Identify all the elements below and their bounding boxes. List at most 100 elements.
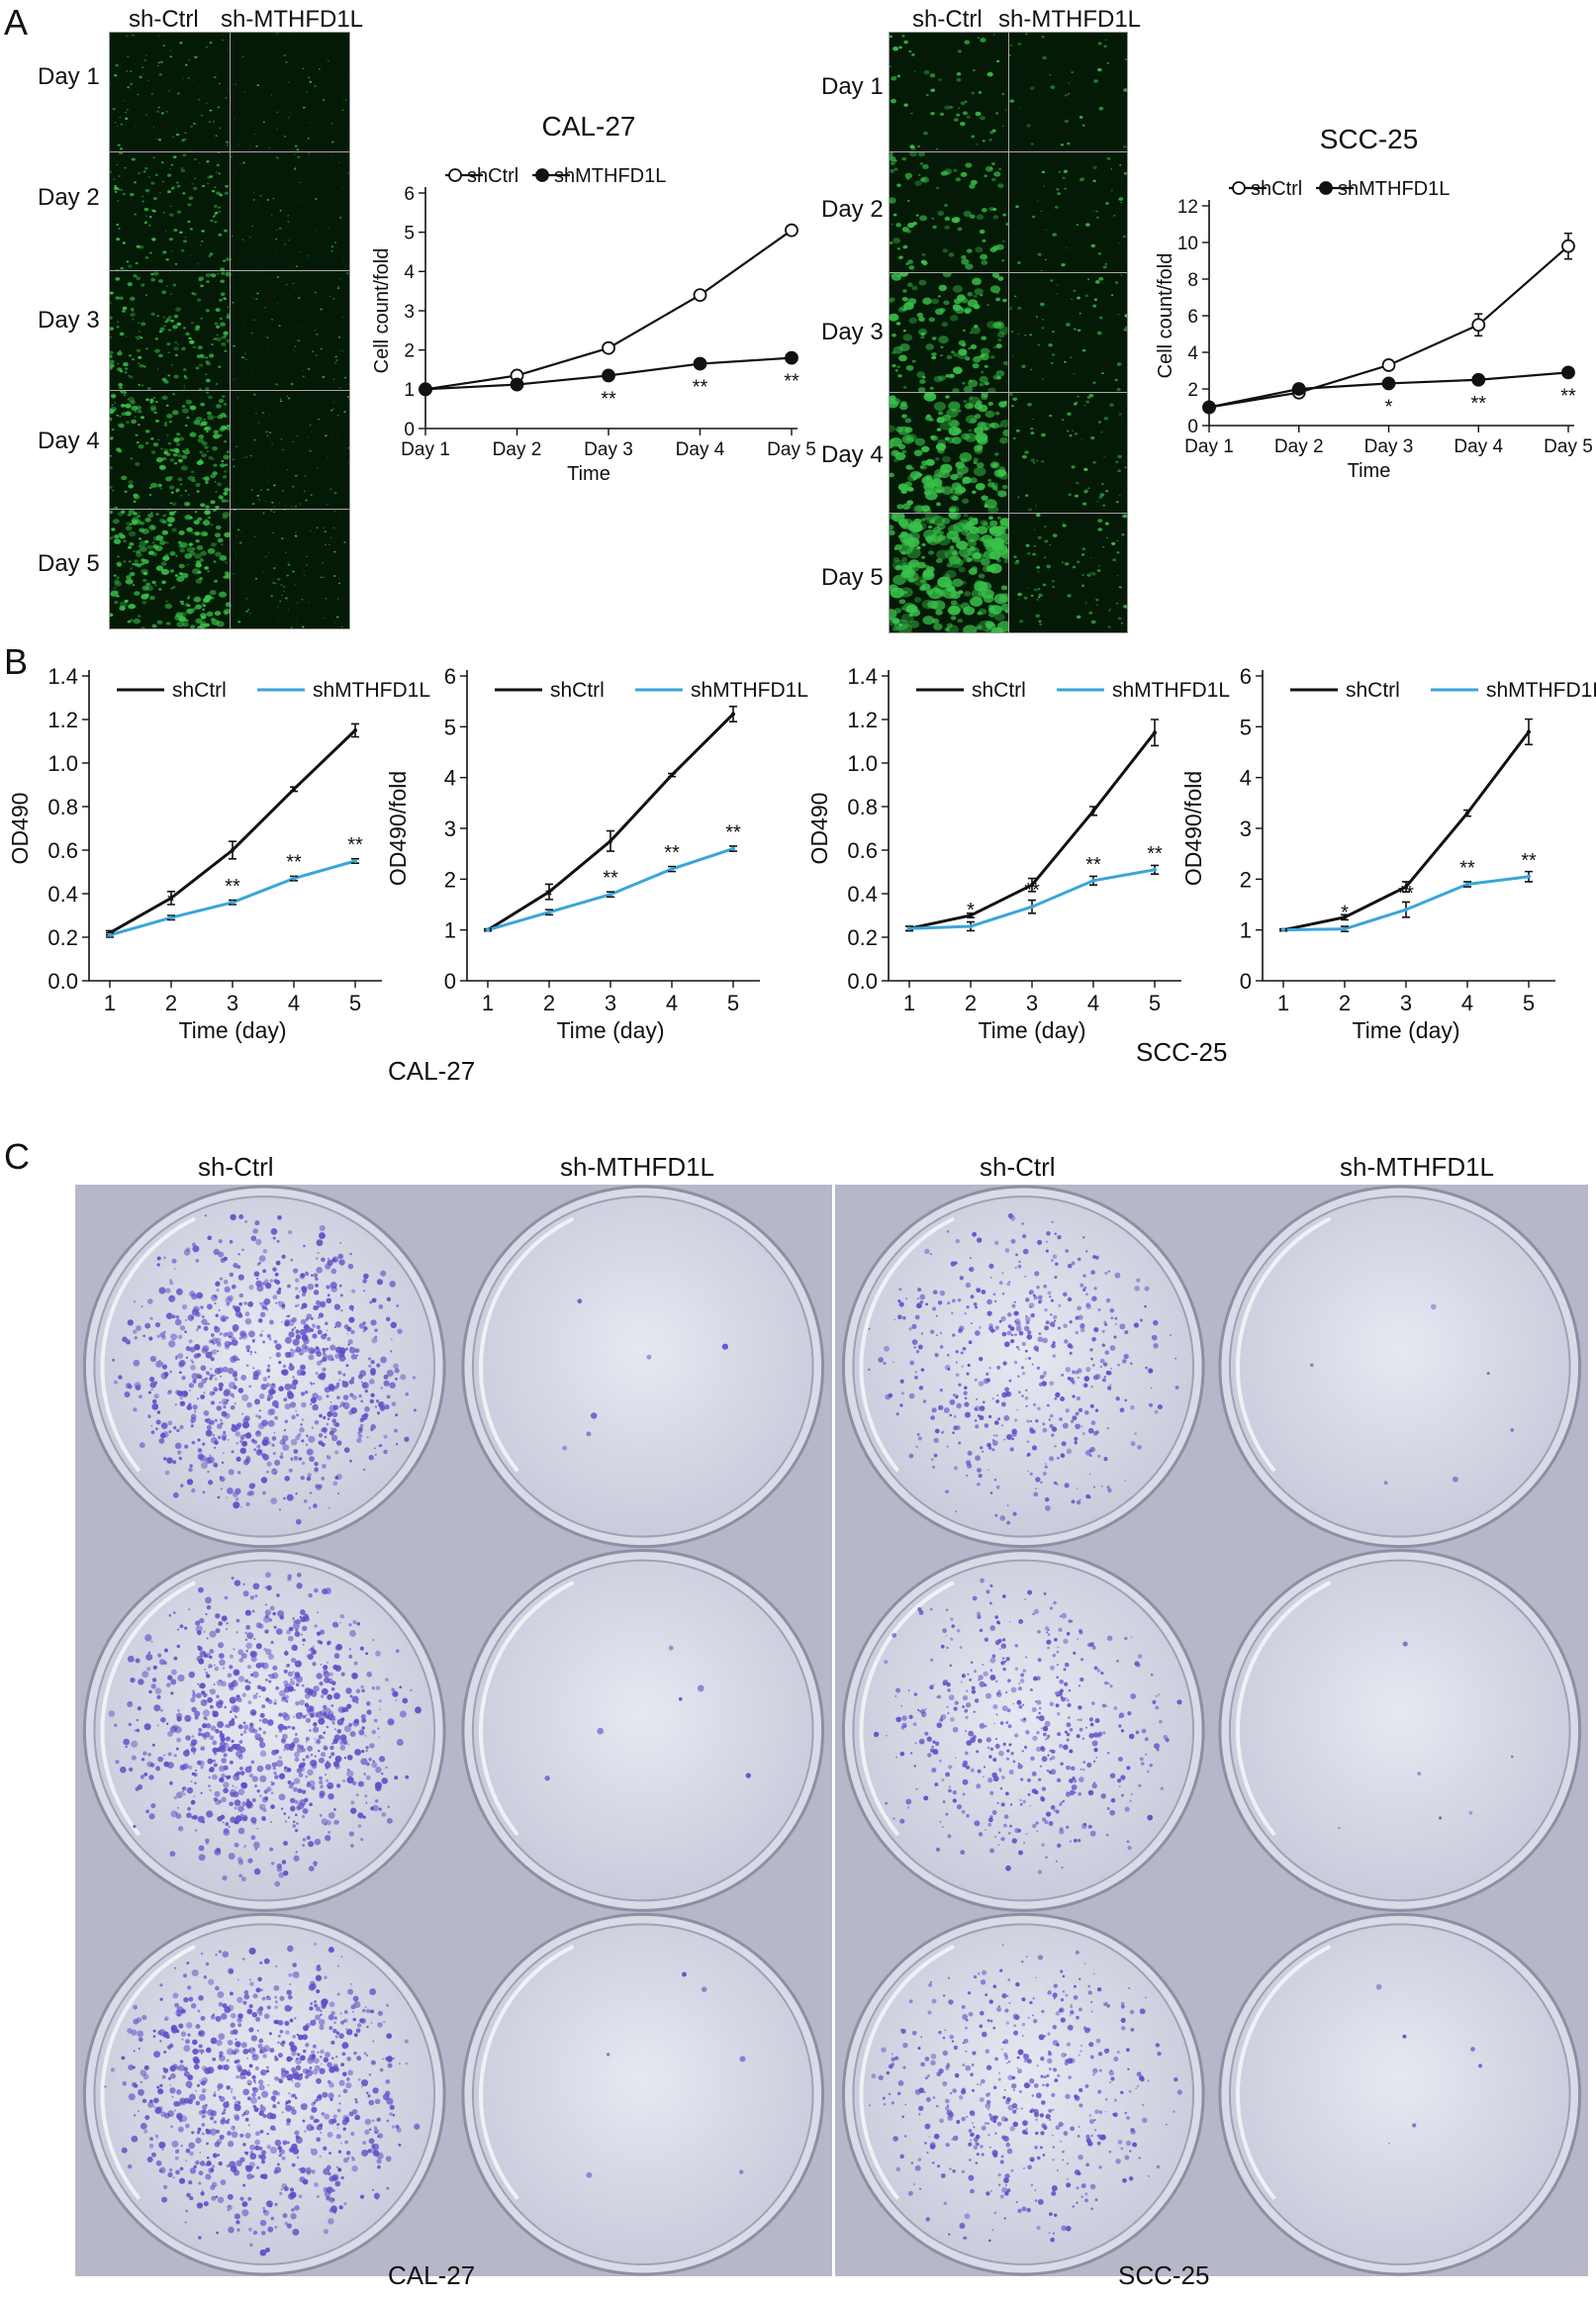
chart-title: CAL-27 — [542, 111, 636, 142]
cal27-colony-plate-photo — [75, 1185, 832, 2276]
data-point — [353, 728, 357, 732]
data-point — [670, 867, 674, 871]
micrograph-cell — [890, 152, 1008, 271]
x-tick-label: Day 4 — [676, 439, 725, 460]
data-point — [169, 896, 173, 900]
y-tick-label: 3 — [444, 816, 456, 841]
legend-label: shMTHFD1L — [313, 679, 430, 702]
error-bar — [1564, 234, 1572, 259]
y-tick-label: 10 — [1177, 234, 1198, 254]
data-point — [292, 877, 296, 881]
significance-mark: * — [967, 900, 975, 921]
legend-label: shCtrl — [1251, 178, 1302, 200]
x-tick-label: Day 1 — [1184, 436, 1234, 457]
error-bar — [167, 892, 175, 905]
error-bar — [1341, 926, 1349, 931]
x-tick-label: 4 — [288, 991, 300, 1015]
y-tick-label: 2 — [444, 867, 456, 892]
data-point — [1281, 928, 1285, 932]
significance-mark: ** — [1459, 857, 1475, 879]
error-bar — [1279, 929, 1287, 931]
b-footer-cal27: CAL-27 — [388, 1056, 475, 1087]
data-point — [1465, 812, 1469, 815]
y-tick-label: 0.6 — [847, 838, 878, 863]
chart-title: SCC-25 — [1320, 124, 1419, 154]
y-tick-label: 1.2 — [47, 708, 78, 732]
micrograph-cell — [1009, 152, 1128, 271]
x-tick-label: 1 — [482, 991, 494, 1015]
micrograph-cell — [890, 273, 1008, 392]
x-tick-label: Day 2 — [1274, 436, 1324, 457]
error-bar — [905, 926, 913, 930]
legend-label: shCtrl — [172, 679, 227, 702]
y-tick-label: 0.4 — [47, 882, 78, 907]
data-point — [231, 901, 235, 905]
legend-label: shCtrl — [550, 679, 605, 702]
significance-mark: * — [1385, 396, 1393, 418]
error-bar — [1525, 719, 1533, 745]
x-axis-label: Time (day) — [978, 1017, 1085, 1043]
error-bar — [729, 707, 737, 721]
y-tick-label: 0.2 — [847, 925, 878, 950]
error-bar — [229, 901, 236, 905]
y-tick-label: 1 — [404, 380, 415, 401]
data-point — [1091, 809, 1095, 813]
significance-mark: ** — [1521, 850, 1537, 872]
series-line — [1209, 372, 1568, 407]
series-line — [488, 715, 733, 930]
error-bar — [1028, 879, 1036, 892]
data-point — [231, 848, 235, 852]
data-point — [1091, 879, 1095, 883]
x-axis-label: Time (day) — [556, 1017, 664, 1043]
x-tick-label: 1 — [104, 991, 116, 1015]
significance-mark: ** — [725, 822, 741, 844]
x-tick-label: 5 — [727, 991, 739, 1015]
data-point — [1527, 729, 1531, 733]
micrograph-cell — [231, 271, 350, 390]
series-line — [1209, 246, 1568, 408]
a-left-day-label-2: Day 2 — [38, 184, 100, 212]
x-tick-label: 3 — [1400, 991, 1412, 1015]
series-line — [1283, 731, 1529, 929]
series-line — [110, 730, 355, 933]
data-point — [169, 915, 173, 919]
error-bar — [1295, 390, 1303, 396]
error-bar — [967, 913, 975, 917]
series-line — [909, 732, 1155, 928]
data-point — [1562, 366, 1574, 378]
micrograph-cell — [1009, 273, 1128, 392]
x-axis-label: Time — [1348, 460, 1391, 482]
c-col-label-ctrl-right: sh-Ctrl — [980, 1152, 1056, 1183]
y-tick-label: 0.0 — [47, 969, 78, 994]
significance-mark: * — [167, 891, 175, 912]
data-point — [1343, 915, 1347, 919]
legend-label: shCtrl — [972, 679, 1026, 702]
y-tick-label: 4 — [444, 766, 456, 791]
significance-mark: ** — [347, 834, 363, 856]
y-tick-label: 3 — [1240, 816, 1252, 841]
data-point — [907, 926, 911, 930]
data-point — [1153, 730, 1157, 734]
y-tick-label: 1 — [1240, 918, 1252, 943]
a-right-day-label-1: Day 1 — [821, 73, 884, 101]
legend-label: shMTHFD1L — [554, 165, 666, 187]
legend-label: shMTHFD1L — [691, 679, 808, 702]
chart-axes — [1263, 670, 1555, 981]
data-point — [1383, 377, 1395, 389]
data-point — [353, 859, 357, 863]
data-point — [670, 773, 674, 777]
x-tick-label: 3 — [227, 991, 238, 1015]
series-line — [110, 861, 355, 935]
y-axis-label: OD490 — [806, 793, 832, 865]
y-tick-label: 2 — [404, 341, 415, 362]
micrograph-cell — [890, 514, 1008, 632]
scc25-colony-plate-photo — [835, 1185, 1588, 2276]
error-bar — [106, 930, 114, 934]
y-tick-label: 2 — [1240, 867, 1252, 892]
data-point — [969, 913, 973, 917]
significance-mark: * — [1341, 903, 1349, 924]
micrograph-cell — [231, 33, 350, 151]
x-tick-label: 5 — [349, 991, 361, 1015]
micrograph-cell — [110, 271, 230, 390]
micrograph-cell — [1009, 393, 1128, 512]
